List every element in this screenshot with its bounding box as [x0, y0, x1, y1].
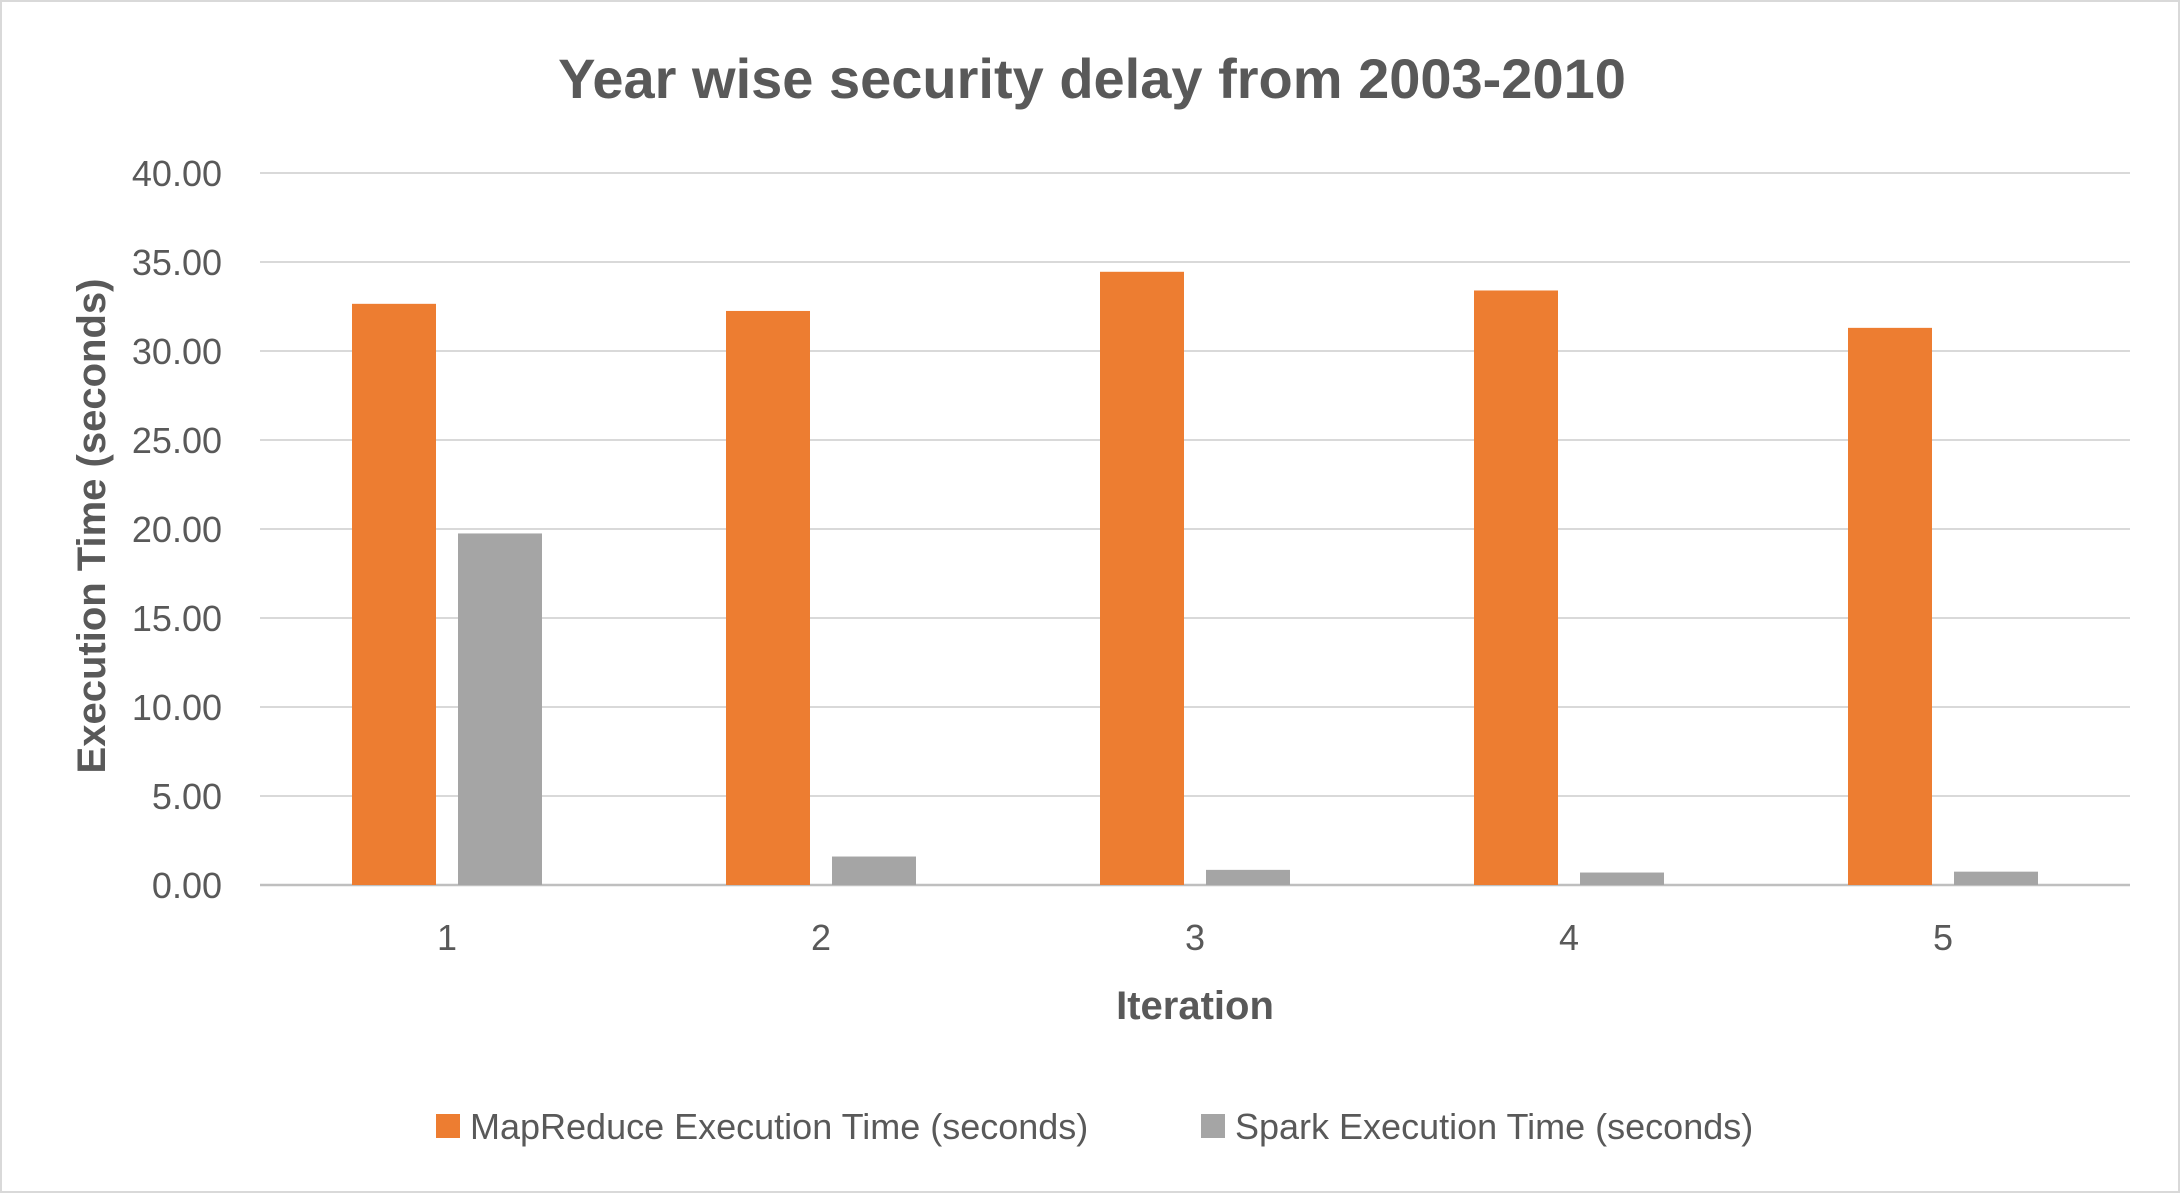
- legend-swatch: [1201, 1114, 1225, 1138]
- x-axis-title: Iteration: [1116, 984, 1274, 1028]
- bar-series-2-iteration-3: [1206, 869, 1290, 885]
- y-tick-label: 5.00: [152, 776, 222, 817]
- x-tick-label: 3: [1185, 917, 1205, 958]
- bar-series-2-iteration-4: [1580, 872, 1664, 885]
- bar-series-2-iteration-1: [458, 533, 542, 885]
- y-tick-label: 40.00: [132, 153, 222, 194]
- y-axis-ticks: 0.00 5.00 10.00 15.00 20.00 25.00 30.00 35.00 40…: [132, 153, 222, 906]
- bars: [352, 271, 2038, 886]
- gridlines: [260, 172, 2130, 887]
- bar-series-1-iteration-1: [352, 303, 436, 886]
- x-tick-label: 5: [1933, 917, 1953, 958]
- chart-title: Year wise security delay from 2003-2010: [558, 47, 1626, 110]
- x-tick-label: 4: [1559, 917, 1579, 958]
- bar-series-2-iteration-2: [832, 856, 916, 885]
- y-tick-label: 30.00: [132, 331, 222, 372]
- y-axis-title: Execution Time (seconds): [70, 279, 114, 774]
- y-tick-label: 25.00: [132, 420, 222, 461]
- legend-swatch: [436, 1114, 460, 1138]
- y-tick-label: 35.00: [132, 242, 222, 283]
- y-tick-label: 10.00: [132, 687, 222, 728]
- x-tick-label: 2: [811, 917, 831, 958]
- legend-label: MapReduce Execution Time (seconds): [470, 1106, 1088, 1147]
- legend: MapReduce Execution Time (seconds) Spark …: [436, 1106, 1753, 1147]
- y-tick-label: 15.00: [132, 598, 222, 639]
- bar-series-1-iteration-5: [1848, 327, 1932, 885]
- bar-series-1-iteration-2: [726, 310, 810, 885]
- bar-series-2-iteration-5: [1954, 871, 2038, 885]
- x-tick-label: 1: [437, 917, 457, 958]
- bar-series-1-iteration-3: [1100, 271, 1184, 885]
- y-tick-label: 0.00: [152, 865, 222, 906]
- y-tick-label: 20.00: [132, 509, 222, 550]
- x-axis-ticks: 1 2 3 4 5: [437, 917, 1953, 958]
- legend-label: Spark Execution Time (seconds): [1235, 1106, 1753, 1147]
- bar-series-1-iteration-4: [1474, 290, 1558, 886]
